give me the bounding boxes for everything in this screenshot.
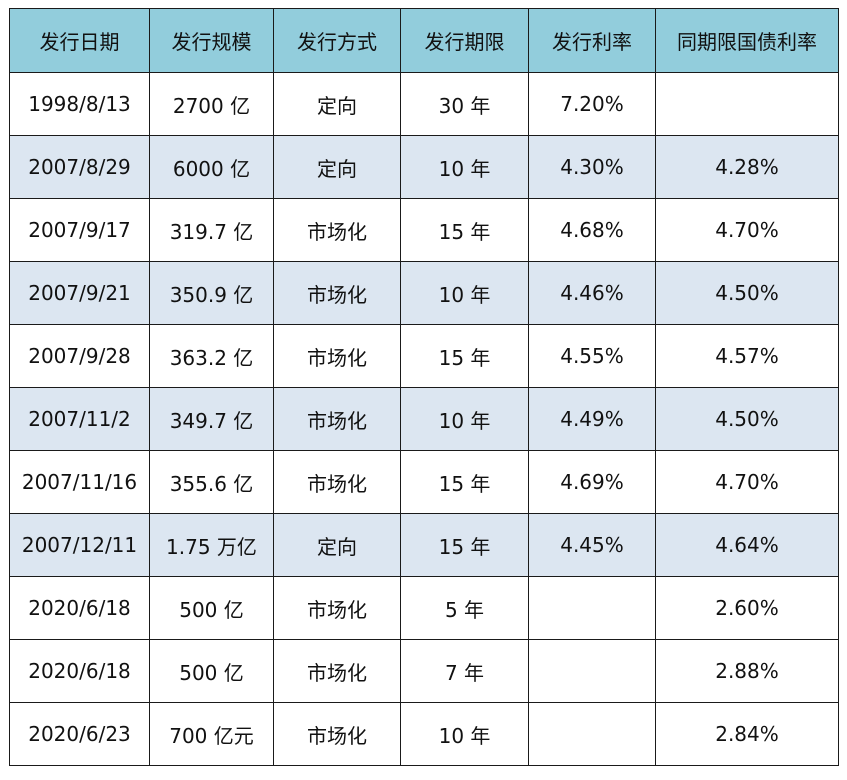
- cell-issue-rate: 4.30%: [528, 135, 656, 199]
- cell-issue-method: 定向: [273, 72, 401, 136]
- cell-issue-term: 10 年: [400, 135, 529, 199]
- cell-issue-date: 2020/6/18: [9, 639, 150, 703]
- cell-issue-size: 500 亿: [149, 639, 274, 703]
- cell-issue-method: 定向: [273, 135, 401, 199]
- table-row: 2020/6/18 500 亿 市场化 5 年 2.60%: [9, 576, 839, 640]
- cell-issue-method: 市场化: [273, 261, 401, 325]
- header-treasury-rate: 同期限国债利率: [655, 8, 839, 73]
- cell-issue-method: 市场化: [273, 324, 401, 388]
- cell-issue-size: 1.75 万亿: [149, 513, 274, 577]
- header-issue-size: 发行规模: [149, 8, 274, 73]
- header-issue-term: 发行期限: [400, 8, 529, 73]
- cell-issue-method: 市场化: [273, 576, 401, 640]
- cell-issue-size: 349.7 亿: [149, 387, 274, 451]
- cell-issue-date: 2020/6/18: [9, 576, 150, 640]
- cell-issue-date: 2007/8/29: [9, 135, 150, 199]
- cell-issue-method: 市场化: [273, 702, 401, 766]
- bond-issuance-table: 发行日期 发行规模 发行方式 发行期限 发行利率 同期限国债利率 1998/8/…: [9, 8, 839, 766]
- cell-issue-date: 2007/9/28: [9, 324, 150, 388]
- bond-issuance-table-container: 发行日期 发行规模 发行方式 发行期限 发行利率 同期限国债利率 1998/8/…: [9, 8, 839, 766]
- cell-issue-term: 10 年: [400, 702, 529, 766]
- cell-issue-rate: 4.55%: [528, 324, 656, 388]
- cell-issue-rate: 4.46%: [528, 261, 656, 325]
- table-row: 2007/9/17 319.7 亿 市场化 15 年 4.68% 4.70%: [9, 198, 839, 262]
- cell-issue-size: 2700 亿: [149, 72, 274, 136]
- cell-issue-date: 2007/9/21: [9, 261, 150, 325]
- cell-issue-date: 2007/9/17: [9, 198, 150, 262]
- cell-issue-term: 7 年: [400, 639, 529, 703]
- table-body: 1998/8/13 2700 亿 定向 30 年 7.20% 2007/8/29…: [9, 72, 839, 766]
- cell-treasury-rate: 2.84%: [655, 702, 839, 766]
- cell-issue-method: 定向: [273, 513, 401, 577]
- table-row: 2007/8/29 6000 亿 定向 10 年 4.30% 4.28%: [9, 135, 839, 199]
- cell-issue-term: 5 年: [400, 576, 529, 640]
- cell-treasury-rate: 4.57%: [655, 324, 839, 388]
- table-row: 2007/12/11 1.75 万亿 定向 15 年 4.45% 4.64%: [9, 513, 839, 577]
- cell-issue-term: 10 年: [400, 387, 529, 451]
- cell-issue-rate: 4.68%: [528, 198, 656, 262]
- cell-treasury-rate: 4.50%: [655, 387, 839, 451]
- cell-issue-method: 市场化: [273, 639, 401, 703]
- cell-treasury-rate: 4.64%: [655, 513, 839, 577]
- cell-issue-term: 15 年: [400, 450, 529, 514]
- cell-issue-method: 市场化: [273, 198, 401, 262]
- cell-issue-date: 2007/11/16: [9, 450, 150, 514]
- cell-issue-method: 市场化: [273, 387, 401, 451]
- cell-issue-size: 363.2 亿: [149, 324, 274, 388]
- cell-issue-rate: 4.69%: [528, 450, 656, 514]
- header-row: 发行日期 发行规模 发行方式 发行期限 发行利率 同期限国债利率: [9, 8, 839, 73]
- cell-issue-size: 319.7 亿: [149, 198, 274, 262]
- table-row: 2007/9/21 350.9 亿 市场化 10 年 4.46% 4.50%: [9, 261, 839, 325]
- header-issue-rate: 发行利率: [528, 8, 656, 73]
- cell-treasury-rate: 2.88%: [655, 639, 839, 703]
- cell-issue-rate: 4.49%: [528, 387, 656, 451]
- cell-issue-rate: [528, 576, 656, 640]
- table-row: 2007/11/16 355.6 亿 市场化 15 年 4.69% 4.70%: [9, 450, 839, 514]
- cell-treasury-rate: [655, 72, 839, 136]
- table-header: 发行日期 发行规模 发行方式 发行期限 发行利率 同期限国债利率: [9, 8, 839, 73]
- cell-issue-date: 2007/12/11: [9, 513, 150, 577]
- cell-issue-size: 700 亿元: [149, 702, 274, 766]
- cell-issue-date: 1998/8/13: [9, 72, 150, 136]
- header-issue-method: 发行方式: [273, 8, 401, 73]
- table-row: 2007/11/2 349.7 亿 市场化 10 年 4.49% 4.50%: [9, 387, 839, 451]
- cell-issue-size: 500 亿: [149, 576, 274, 640]
- cell-treasury-rate: 4.28%: [655, 135, 839, 199]
- cell-issue-term: 15 年: [400, 198, 529, 262]
- header-issue-date: 发行日期: [9, 8, 150, 73]
- cell-issue-date: 2020/6/23: [9, 702, 150, 766]
- cell-issue-rate: [528, 639, 656, 703]
- table-row: 2007/9/28 363.2 亿 市场化 15 年 4.55% 4.57%: [9, 324, 839, 388]
- cell-issue-size: 355.6 亿: [149, 450, 274, 514]
- cell-issue-rate: 4.45%: [528, 513, 656, 577]
- cell-treasury-rate: 4.50%: [655, 261, 839, 325]
- cell-issue-size: 350.9 亿: [149, 261, 274, 325]
- cell-treasury-rate: 4.70%: [655, 198, 839, 262]
- cell-issue-size: 6000 亿: [149, 135, 274, 199]
- table-row: 2020/6/18 500 亿 市场化 7 年 2.88%: [9, 639, 839, 703]
- cell-treasury-rate: 2.60%: [655, 576, 839, 640]
- cell-issue-date: 2007/11/2: [9, 387, 150, 451]
- cell-issue-term: 10 年: [400, 261, 529, 325]
- table-row: 1998/8/13 2700 亿 定向 30 年 7.20%: [9, 72, 839, 136]
- cell-issue-rate: [528, 702, 656, 766]
- cell-issue-method: 市场化: [273, 450, 401, 514]
- cell-issue-rate: 7.20%: [528, 72, 656, 136]
- cell-issue-term: 15 年: [400, 324, 529, 388]
- cell-issue-term: 15 年: [400, 513, 529, 577]
- table-row: 2020/6/23 700 亿元 市场化 10 年 2.84%: [9, 702, 839, 766]
- cell-issue-term: 30 年: [400, 72, 529, 136]
- cell-treasury-rate: 4.70%: [655, 450, 839, 514]
